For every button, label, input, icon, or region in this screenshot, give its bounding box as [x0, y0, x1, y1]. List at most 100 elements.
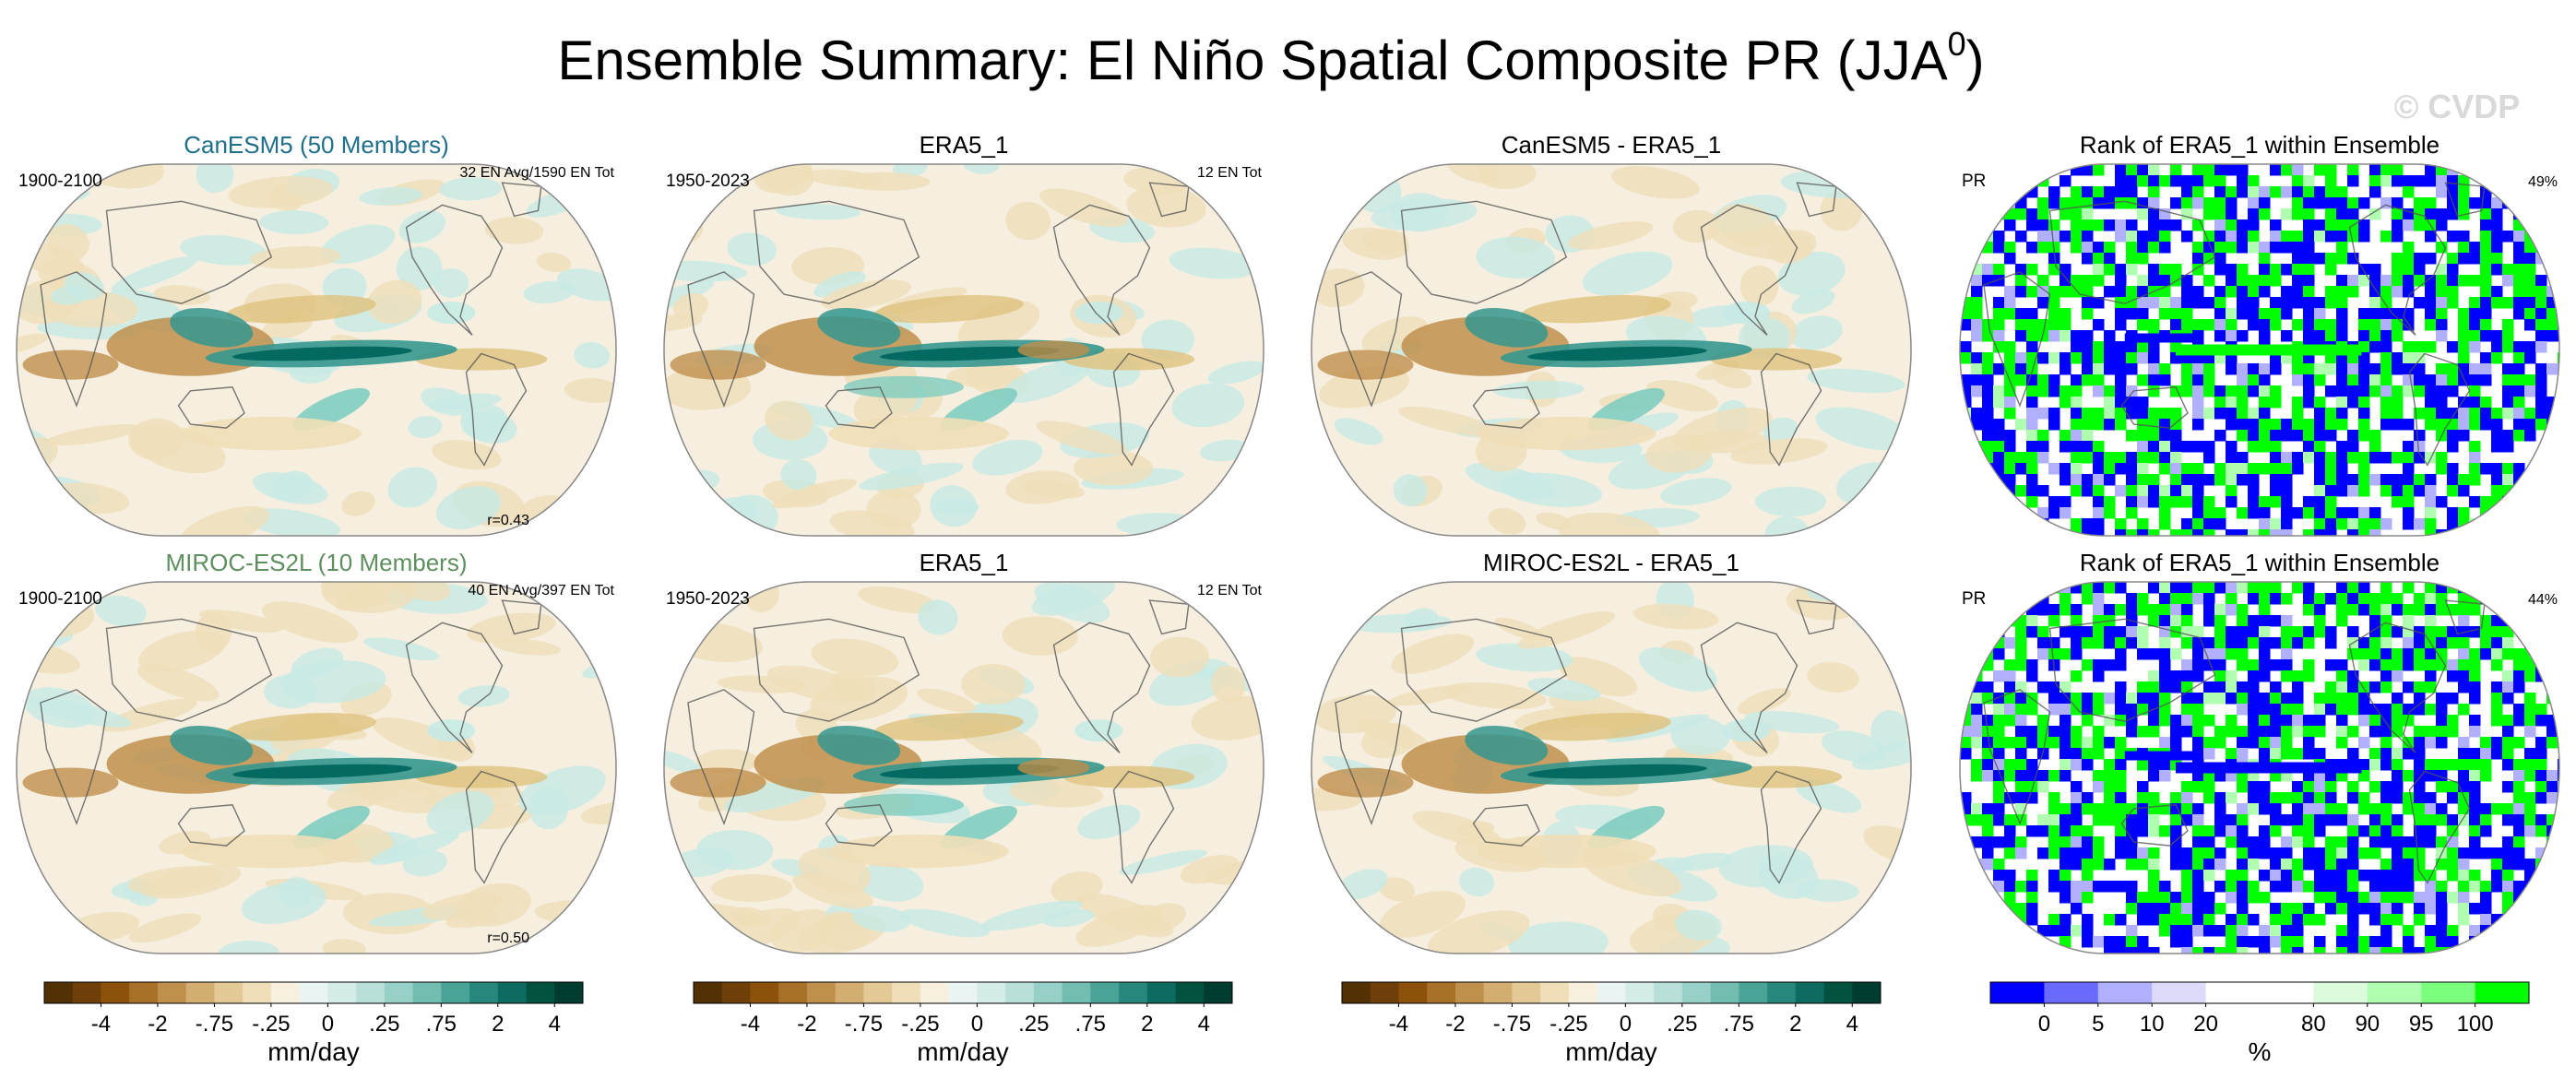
colorbar-units: mm/day: [267, 1037, 360, 1066]
colorbar-swatch: [977, 982, 1006, 1003]
colorbar-swatch: [1062, 982, 1091, 1003]
colorbar-tick-label: 10: [2140, 1012, 2165, 1037]
colorbar-swatch: [1033, 982, 1062, 1003]
map-outline: [1311, 581, 1912, 954]
colorbar-swatch: [1427, 982, 1456, 1003]
colorbar-tick-label: .75: [1075, 1012, 1106, 1037]
map-panel-4: Rank of ERA5_1 within Ensemble PR 49%: [1959, 131, 2560, 537]
colorbar-swatch: [2044, 982, 2099, 1003]
colorbar-swatch: [1654, 982, 1683, 1003]
colorbar-units: mm/day: [1565, 1037, 1657, 1066]
map-field: [1312, 582, 1911, 954]
map-outline: [663, 163, 1264, 537]
colorbar-swatch: [270, 982, 300, 1003]
map-panel-2: ERA5_1 1950-2023 12 EN Tot: [663, 131, 1264, 537]
colorbar-swatch: [778, 982, 808, 1003]
map-panel-7: MIROC-ES2L - ERA5_1: [1311, 549, 1912, 954]
colorbar-tick-label: 2: [1789, 1012, 1801, 1037]
colorbar-tick-label: -2: [797, 1012, 816, 1037]
colorbar-3: -4 -2 -.75 -.25 0 .25 .75 2 4 mm/day: [1341, 981, 1882, 1066]
colorbar-swatch: [1146, 982, 1176, 1003]
colorbar-swatch: [129, 982, 159, 1003]
colorbar-swatch: [1540, 982, 1570, 1003]
colorbar-swatch: [948, 982, 978, 1003]
panel-title: MIROC-ES2L - ERA5_1: [1483, 549, 1739, 576]
panel-left-label: 1900-2100: [18, 172, 102, 191]
colorbar-tick-label: 5: [2092, 1012, 2104, 1037]
panel-right-label: 32 EN Avg/1590 EN Tot: [459, 165, 614, 181]
colorbar-swatch: [185, 982, 215, 1003]
colorbar-tick-label: 0: [322, 1012, 334, 1037]
colorbar-swatch: [1005, 982, 1035, 1003]
colorbar-swatch: [441, 982, 470, 1003]
panel-left-label: 1950-2023: [666, 589, 750, 609]
colorbar-swatch: [750, 982, 779, 1003]
colorbar-swatch: [1710, 982, 1739, 1003]
colorbar-swatch: [1852, 982, 1882, 1003]
colorbar-swatch: [44, 982, 74, 1003]
cvdp-watermark: © CVDP: [2394, 88, 2521, 125]
map-outline: [663, 581, 1264, 954]
colorbar-swatch: [1483, 982, 1513, 1003]
colorbar-tick-label: 4: [1846, 1012, 1858, 1037]
colorbar-tick-label: -.75: [845, 1012, 883, 1037]
colorbar-swatch: [243, 982, 272, 1003]
colorbar-swatch: [2260, 982, 2314, 1003]
colorbar-units: %: [2249, 1037, 2272, 1066]
colorbar-swatch: [214, 982, 243, 1003]
colorbar-tick-label: 0: [2038, 1012, 2050, 1037]
colorbar-tick-label: 95: [2409, 1012, 2434, 1037]
colorbar-tick-label: 2: [492, 1012, 504, 1037]
panel-title: CanESM5 - ERA5_1: [1502, 131, 1721, 159]
map-field: [17, 164, 616, 536]
panel-right-label: 49%: [2528, 174, 2558, 190]
colorbar-tick-label: -4: [1389, 1012, 1408, 1037]
colorbar-tick-label: -4: [91, 1012, 111, 1037]
colorbar-swatch: [892, 982, 921, 1003]
colorbar-tick-label: .75: [426, 1012, 457, 1037]
panel-left-label: 1900-2100: [18, 589, 102, 609]
colorbar-tick-label: -.25: [252, 1012, 290, 1037]
map-field: [1312, 164, 1911, 536]
colorbar-swatch: [1119, 982, 1148, 1003]
colorbar-swatch: [1568, 982, 1597, 1003]
map-field: [1960, 164, 2559, 536]
map-outline: [16, 163, 617, 537]
colorbar-swatch: [1625, 982, 1655, 1003]
colorbar-tick-label: 4: [1198, 1012, 1210, 1037]
colorbar-swatch: [356, 982, 386, 1003]
map-outline: [1311, 163, 1912, 537]
colorbar-swatch: [384, 982, 413, 1003]
colorbar-tick-label: -.75: [196, 1012, 233, 1037]
panel-title: Rank of ERA5_1 within Ensemble: [2080, 549, 2439, 576]
colorbar-swatch: [2097, 982, 2153, 1003]
colorbar-tick-label: .25: [1667, 1012, 1697, 1037]
colorbar-4: 0 5 10 20 80 90 95 100%: [1989, 981, 2530, 1066]
colorbar-swatch: [1681, 982, 1711, 1003]
map-field: [664, 582, 1264, 954]
colorbar-swatch: [554, 982, 584, 1003]
colorbar-swatch: [526, 982, 555, 1003]
colorbar-swatch: [1795, 982, 1824, 1003]
colorbar-tick-label: -.25: [901, 1012, 939, 1037]
map-panel-1: CanESM5 (50 Members) 1900-2100 32 EN Avg/1…: [16, 131, 617, 537]
panel-right-label: 40 EN Avg/397 EN Tot: [468, 583, 614, 598]
panel-right-label: 12 EN Tot: [1197, 165, 1263, 181]
colorbar-swatch: [863, 982, 893, 1003]
colorbar-swatch: [1090, 982, 1120, 1003]
colorbar-swatch: [469, 982, 499, 1003]
colorbar-swatch: [694, 982, 723, 1003]
panel-title: ERA5_1: [920, 549, 1009, 576]
colorbar-swatch: [299, 982, 328, 1003]
colorbar-tick-label: -.75: [1493, 1012, 1531, 1037]
map-outline: [16, 581, 617, 954]
colorbar-swatch: [2367, 982, 2422, 1003]
panel-correlation-label: r=0.50: [487, 930, 529, 946]
colorbar-swatch: [2152, 982, 2206, 1003]
panel-correlation-label: r=0.43: [487, 513, 529, 528]
colorbar-swatch: [1739, 982, 1768, 1003]
colorbar-swatch: [1204, 982, 1233, 1003]
colorbar-swatch: [1512, 982, 1541, 1003]
colorbar-tick-label: 90: [2355, 1012, 2380, 1037]
colorbar-swatch: [1823, 982, 1853, 1003]
